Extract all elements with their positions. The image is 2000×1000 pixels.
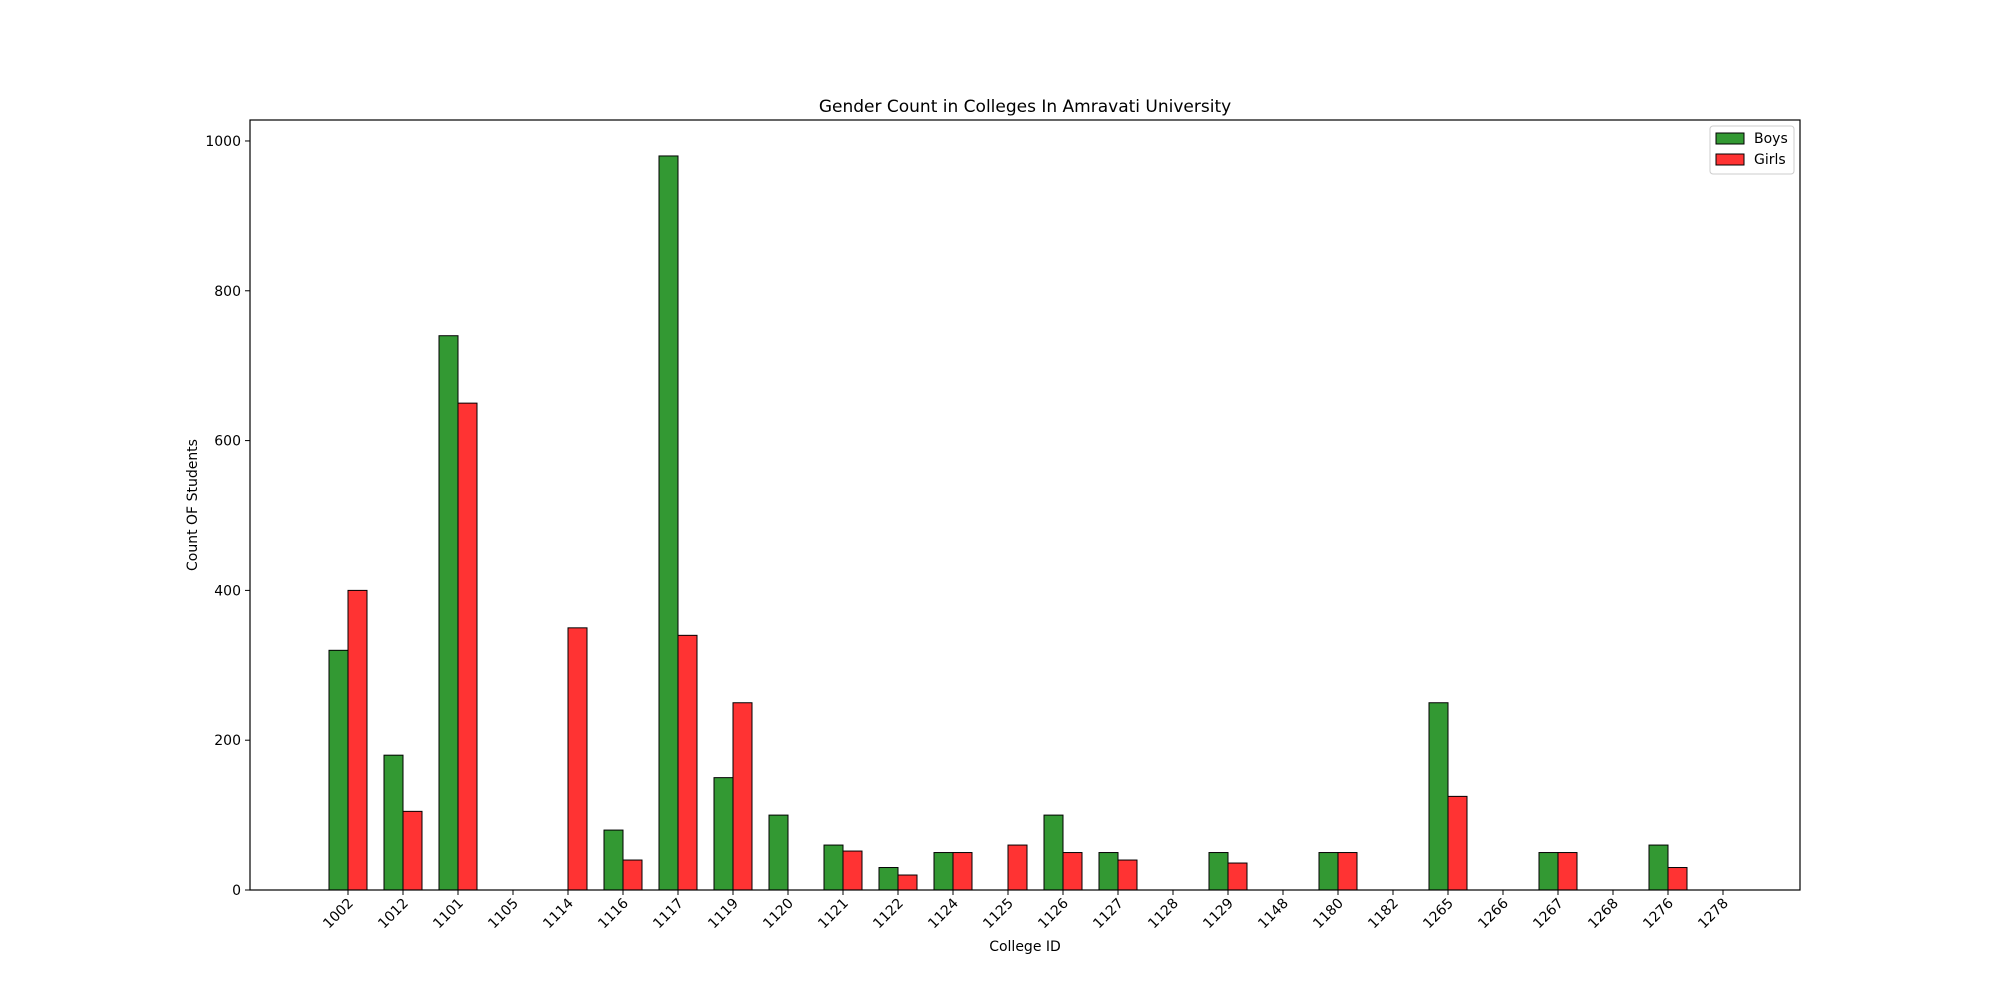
bar-boys-1126 <box>1043 814 1064 891</box>
bar-boys-1180 <box>1318 852 1339 891</box>
bar-girls-1121 <box>842 850 863 891</box>
bar-boys-1127 <box>1098 852 1119 891</box>
bar-girls-1002 <box>347 589 368 891</box>
bar-boys-1117 <box>658 155 679 891</box>
bar-girls-1276 <box>1667 867 1688 891</box>
legend-swatch-girls <box>1715 153 1745 166</box>
bar-boys-1116 <box>603 829 624 891</box>
bar-boys-1119 <box>713 777 734 891</box>
legend-label-boys: Boys <box>1754 131 1788 147</box>
y-tick-label-200: 200 <box>214 733 241 749</box>
bar-girls-1117 <box>677 634 698 891</box>
bar-girls-1180 <box>1337 852 1358 891</box>
y-tick-label-800: 800 <box>214 284 241 300</box>
bar-boys-1276 <box>1648 844 1669 891</box>
y-tick-label-600: 600 <box>214 434 241 450</box>
bars-layer <box>328 155 1688 891</box>
x-axis-label: College ID <box>989 939 1061 955</box>
chart-title: Gender Count in Colleges In Amravati Uni… <box>819 97 1231 117</box>
bar-girls-1119 <box>732 702 753 891</box>
y-tick-label-400: 400 <box>214 583 241 599</box>
bar-boys-1267 <box>1538 852 1559 891</box>
y-axis-label: Count OF Students <box>185 439 201 571</box>
legend: Boys Girls <box>1709 125 1795 175</box>
bar-girls-1265 <box>1447 795 1468 891</box>
legend-label-girls: Girls <box>1754 152 1786 168</box>
bar-girls-1124 <box>952 852 973 891</box>
bar-boys-1121 <box>823 844 844 891</box>
bar-boys-1124 <box>933 852 954 891</box>
bar-girls-1101 <box>457 402 478 891</box>
bar-boys-1101 <box>438 335 459 891</box>
bar-girls-1127 <box>1117 859 1138 891</box>
bar-girls-1114 <box>567 627 588 891</box>
legend-swatch-boys <box>1715 132 1745 145</box>
bar-boys-1129 <box>1208 852 1229 891</box>
bar-girls-1122 <box>897 874 918 891</box>
bar-girls-1125 <box>1007 844 1028 891</box>
bar-boys-1122 <box>878 867 899 891</box>
bar-girls-1116 <box>622 859 643 891</box>
bar-boys-1002 <box>328 649 349 891</box>
bar-girls-1267 <box>1557 852 1578 891</box>
bar-boys-1120 <box>768 814 789 891</box>
plot-frame <box>249 119 1801 891</box>
y-tick-label-1000: 1000 <box>205 134 241 150</box>
bar-boys-1012 <box>383 754 404 891</box>
bar-girls-1012 <box>402 810 423 891</box>
y-tick-label-0: 0 <box>232 883 241 899</box>
plot-area <box>250 120 1800 890</box>
bar-girls-1126 <box>1062 852 1083 891</box>
bar-boys-1265 <box>1428 702 1449 891</box>
y-axis: 0 200 400 600 800 1000 <box>205 134 250 899</box>
bar-girls-1129 <box>1227 862 1248 891</box>
